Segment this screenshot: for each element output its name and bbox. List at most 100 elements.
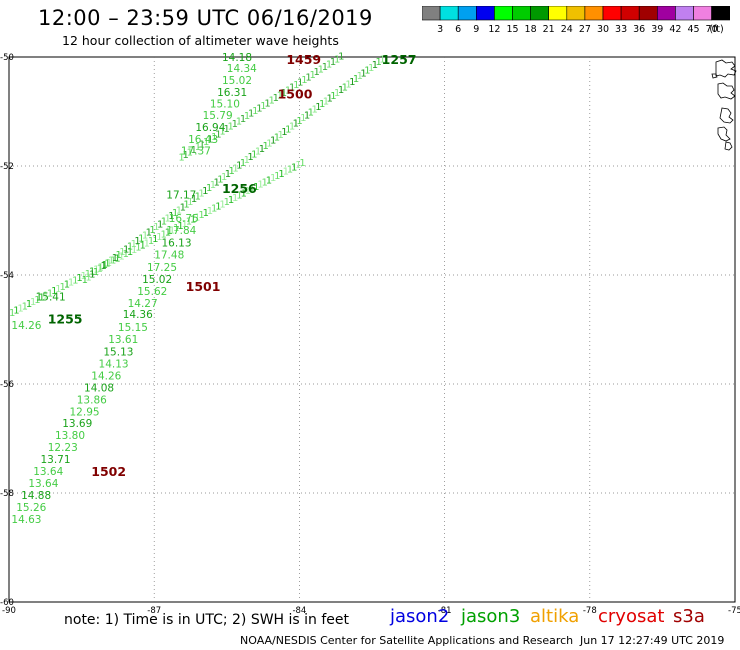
swh-label: 13.61 xyxy=(108,334,138,346)
svg-text:1: 1 xyxy=(301,75,307,86)
coastline xyxy=(711,59,737,151)
svg-text:1: 1 xyxy=(72,275,78,286)
credit-timestamp: Jun 17 12:27:49 UTC 2019 xyxy=(580,634,725,647)
svg-text:1: 1 xyxy=(198,210,204,221)
svg-text:1: 1 xyxy=(228,195,234,206)
svg-text:1: 1 xyxy=(252,106,258,117)
swh-label: 14.13 xyxy=(99,358,129,370)
svg-text:1: 1 xyxy=(255,147,261,158)
page-subtitle: 12 hour collection of altimeter wave hei… xyxy=(62,33,339,48)
swh-label: 13.71 xyxy=(40,454,70,466)
svg-text:1: 1 xyxy=(225,169,231,180)
swh-label: 14.08 xyxy=(84,382,114,394)
svg-text:1: 1 xyxy=(82,275,88,286)
svg-text:1: 1 xyxy=(134,236,140,247)
svg-text:1: 1 xyxy=(13,306,19,317)
svg-text:1: 1 xyxy=(256,103,262,114)
swh-label: 13.80 xyxy=(55,430,85,442)
svg-text:1: 1 xyxy=(123,244,129,255)
svg-text:1: 1 xyxy=(9,308,15,319)
swh-label: 17.17 xyxy=(166,189,196,201)
svg-text:1: 1 xyxy=(102,260,108,271)
page-title: 12:00 – 23:59 UTC 06/16/2019 xyxy=(38,6,373,30)
color-legend: 3 6 9 12 15 18 21 24 27 30 33 36 39 42 45 70(ft) xyxy=(422,6,731,34)
svg-text:1: 1 xyxy=(274,133,280,144)
lat-tick-label: -56 xyxy=(0,380,14,390)
svg-text:1: 1 xyxy=(349,77,355,88)
swh-label: 13.64 xyxy=(28,478,58,490)
svg-text:1: 1 xyxy=(110,256,116,267)
svg-text:1: 1 xyxy=(259,144,265,155)
svg-text:1: 1 xyxy=(116,250,122,261)
svg-text:1: 1 xyxy=(22,301,28,312)
svg-text:1: 1 xyxy=(291,162,297,173)
swh-label: 14.26 xyxy=(91,370,121,382)
svg-text:1: 1 xyxy=(97,264,103,275)
svg-text:1: 1 xyxy=(375,57,381,68)
swh-label: 16.94 xyxy=(195,122,225,134)
svg-text:1: 1 xyxy=(322,62,328,73)
svg-text:1: 1 xyxy=(100,261,106,272)
time-labels: 1459 1257 1500 1256 1501 1255 1502 xyxy=(48,52,417,479)
pass-time-label: 1256 xyxy=(222,181,257,196)
swh-label: 15.10 xyxy=(210,98,240,110)
svg-text:1: 1 xyxy=(379,54,385,65)
svg-text:1: 1 xyxy=(257,180,263,191)
svg-text:1: 1 xyxy=(319,99,325,110)
svg-text:1: 1 xyxy=(43,290,49,301)
svg-text:1: 1 xyxy=(180,203,186,214)
colorbar-label: 12 xyxy=(488,24,500,34)
svg-text:1: 1 xyxy=(299,158,305,169)
svg-text:1: 1 xyxy=(247,152,253,163)
svg-text:1: 1 xyxy=(285,85,291,96)
svg-text:1: 1 xyxy=(152,234,158,245)
colorbar-label: 36 xyxy=(633,24,645,34)
svg-text:1: 1 xyxy=(293,80,299,91)
swh-label: 12.23 xyxy=(48,442,78,454)
swh-label: 17.84 xyxy=(166,225,196,237)
svg-text:1: 1 xyxy=(232,193,238,204)
svg-text:1: 1 xyxy=(219,199,225,210)
svg-text:1: 1 xyxy=(81,271,87,282)
svg-text:1: 1 xyxy=(172,208,178,219)
svg-text:1: 1 xyxy=(165,228,171,239)
svg-text:1: 1 xyxy=(215,201,221,212)
svg-text:1: 1 xyxy=(244,155,250,166)
svg-text:1: 1 xyxy=(266,175,272,186)
swh-label: 15.41 xyxy=(36,291,66,303)
swh-label: 16.75 xyxy=(169,213,199,225)
svg-text:1: 1 xyxy=(281,127,287,138)
svg-text:1: 1 xyxy=(198,189,204,200)
svg-text:1: 1 xyxy=(219,127,225,138)
pass-time-label: 1500 xyxy=(278,87,313,102)
svg-text:1: 1 xyxy=(38,293,44,304)
svg-text:1: 1 xyxy=(138,233,144,244)
svg-text:1: 1 xyxy=(148,236,154,247)
svg-text:1: 1 xyxy=(161,217,167,228)
svg-text:1: 1 xyxy=(330,91,336,102)
svg-text:1: 1 xyxy=(60,282,66,293)
svg-text:1: 1 xyxy=(281,88,287,99)
svg-text:1: 1 xyxy=(191,145,197,156)
svg-text:1: 1 xyxy=(323,96,329,107)
svg-text:1: 1 xyxy=(118,251,124,262)
svg-text:1: 1 xyxy=(300,113,306,124)
svg-text:1: 1 xyxy=(240,188,246,199)
svg-text:1: 1 xyxy=(195,191,201,202)
svg-text:1: 1 xyxy=(318,65,324,76)
svg-text:1: 1 xyxy=(182,219,188,230)
svg-text:1: 1 xyxy=(168,211,174,222)
svg-text:1: 1 xyxy=(245,186,251,197)
svg-text:1: 1 xyxy=(229,166,235,177)
svg-text:1: 1 xyxy=(206,183,212,194)
lon-tick-label: -81 xyxy=(438,606,452,616)
svg-text:1: 1 xyxy=(64,280,70,291)
svg-text:1: 1 xyxy=(164,214,170,225)
legend-jason2: jason2 xyxy=(390,606,450,627)
svg-text:1: 1 xyxy=(345,80,351,91)
svg-text:1: 1 xyxy=(353,74,359,85)
svg-text:1: 1 xyxy=(203,137,209,148)
svg-text:1: 1 xyxy=(142,230,148,241)
svg-text:1: 1 xyxy=(293,119,299,130)
